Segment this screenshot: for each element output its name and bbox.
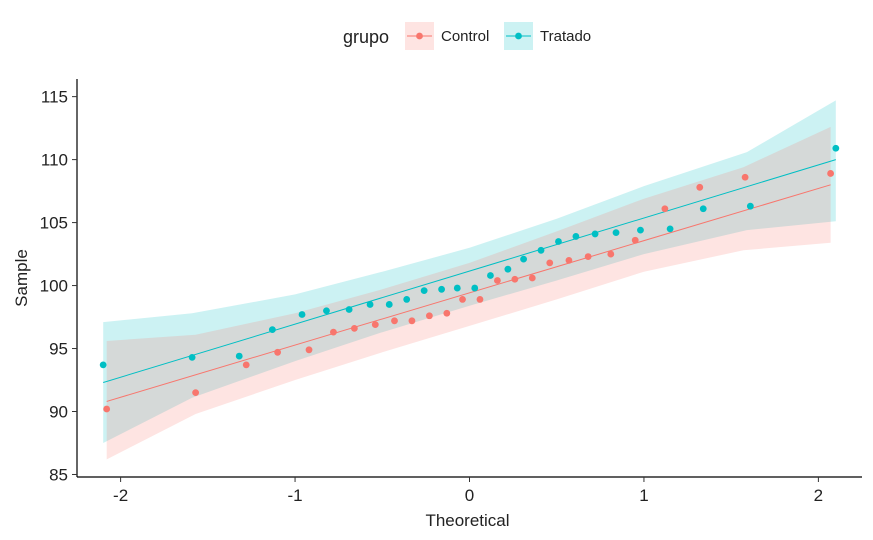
y-tick-label: 100 bbox=[40, 277, 68, 296]
point-control-24 bbox=[696, 183, 704, 191]
point-tratado-6 bbox=[323, 307, 330, 315]
point-control-25 bbox=[741, 173, 749, 181]
legend-key-tratado bbox=[504, 22, 533, 50]
point-tratado-16 bbox=[504, 265, 512, 273]
point-control-19 bbox=[565, 256, 573, 264]
point-tratado-3 bbox=[235, 352, 243, 360]
y-tick-label: 105 bbox=[40, 214, 68, 233]
point-control-9 bbox=[391, 317, 398, 325]
point-tratado-25 bbox=[699, 205, 707, 213]
point-control-22 bbox=[631, 236, 639, 244]
point-tratado-17 bbox=[520, 255, 527, 263]
axes: -2 -1 0 1 2 85 90 95 100 105 110 115 Theoretical Samp… bbox=[12, 79, 862, 530]
reference-line-tratado bbox=[103, 159, 836, 384]
point-tratado-19 bbox=[555, 238, 562, 245]
x-tick-label: 2 bbox=[814, 486, 823, 505]
legend-label-control: Control bbox=[441, 28, 489, 45]
y-tick-label: 110 bbox=[41, 151, 68, 170]
point-control-16 bbox=[511, 275, 519, 283]
y-tick-label: 85 bbox=[49, 465, 68, 484]
point-control-7 bbox=[350, 324, 358, 332]
point-tratado-24 bbox=[666, 225, 674, 233]
data-points bbox=[99, 144, 840, 413]
point-control-10 bbox=[408, 317, 416, 325]
y-tick-label: 115 bbox=[41, 88, 68, 107]
point-tratado-2 bbox=[188, 353, 196, 361]
y-axis-title: Sample bbox=[12, 249, 31, 307]
point-control-11 bbox=[425, 312, 433, 320]
y-tick-label: 90 bbox=[49, 403, 68, 422]
point-tratado-23 bbox=[637, 226, 644, 234]
point-control-2 bbox=[192, 389, 200, 397]
point-control-26 bbox=[827, 170, 834, 177]
point-control-20 bbox=[584, 253, 592, 260]
point-tratado-7 bbox=[345, 306, 353, 313]
point-tratado-1 bbox=[99, 361, 107, 369]
x-axis-title: Theoretical bbox=[425, 511, 509, 530]
point-control-13 bbox=[459, 296, 466, 303]
point-control-12 bbox=[443, 309, 451, 317]
point-tratado-22 bbox=[612, 229, 620, 237]
point-control-4 bbox=[274, 348, 282, 356]
legend-label-tratado: Tratado bbox=[540, 28, 591, 45]
point-tratado-14 bbox=[471, 284, 479, 292]
reference-lines bbox=[103, 159, 836, 402]
point-tratado-12 bbox=[438, 285, 445, 293]
point-tratado-8 bbox=[366, 301, 374, 308]
x-tick-label: -1 bbox=[287, 486, 302, 505]
x-tick-label: 0 bbox=[465, 486, 474, 505]
point-tratado-18 bbox=[537, 246, 545, 254]
x-tick-label: -2 bbox=[113, 486, 128, 505]
band-tratado bbox=[103, 100, 836, 444]
point-control-15 bbox=[494, 277, 501, 284]
point-control-8 bbox=[371, 321, 379, 329]
point-tratado-9 bbox=[385, 301, 393, 308]
point-control-1 bbox=[103, 405, 111, 413]
y-tick-label: 95 bbox=[49, 340, 68, 359]
legend-title: grupo bbox=[343, 27, 389, 47]
point-tratado-26 bbox=[746, 202, 754, 210]
point-tratado-27 bbox=[832, 144, 840, 152]
point-tratado-4 bbox=[268, 326, 276, 334]
point-control-3 bbox=[242, 361, 250, 369]
point-tratado-15 bbox=[487, 272, 494, 279]
point-control-18 bbox=[546, 259, 554, 267]
confidence-bands bbox=[103, 100, 836, 460]
legend-key-point bbox=[515, 32, 522, 40]
reference-line-control bbox=[106, 184, 831, 402]
x-tick-label: 1 bbox=[639, 486, 648, 505]
legend-key-control bbox=[405, 22, 434, 50]
point-tratado-5 bbox=[298, 311, 306, 318]
legend-key-point bbox=[416, 32, 423, 40]
point-control-21 bbox=[607, 250, 615, 258]
point-control-14 bbox=[476, 296, 484, 303]
point-tratado-11 bbox=[420, 287, 428, 294]
point-control-5 bbox=[305, 346, 313, 354]
point-tratado-21 bbox=[591, 230, 599, 238]
point-tratado-10 bbox=[403, 296, 411, 303]
point-tratado-20 bbox=[572, 233, 580, 240]
point-control-6 bbox=[330, 328, 337, 336]
legend: grupo Control Tratado bbox=[343, 22, 591, 50]
point-control-17 bbox=[528, 274, 536, 282]
point-tratado-13 bbox=[453, 284, 461, 292]
point-control-23 bbox=[661, 205, 669, 213]
